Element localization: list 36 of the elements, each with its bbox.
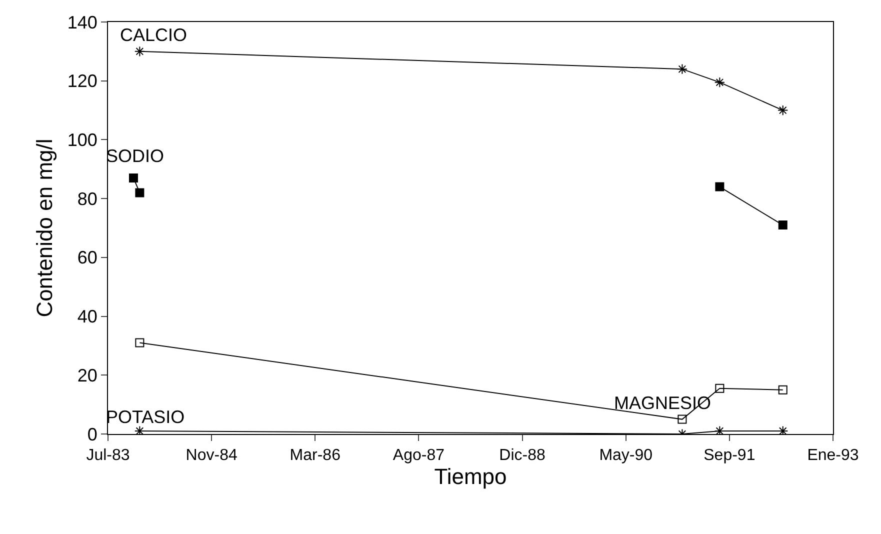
point: [134, 426, 145, 434]
y-tick-label: 40: [77, 306, 98, 327]
x-tick-label: Sep-91: [704, 447, 756, 464]
series-label: SODIO: [106, 146, 164, 166]
point: [714, 426, 725, 434]
x-axis-title: Tiempo: [434, 464, 507, 490]
point: [134, 46, 145, 57]
point: [135, 338, 144, 348]
x-tick-label: Ago-87: [392, 447, 445, 464]
y-tick-label: 120: [67, 71, 98, 92]
point: [676, 64, 688, 74]
point: [714, 77, 725, 88]
x-tick-label: Jul-83: [86, 447, 130, 464]
point: [778, 426, 788, 434]
x-tick-label: Ene-93: [807, 447, 859, 464]
series-label: CALCIO: [120, 25, 188, 45]
y-tick-label: 140: [67, 12, 98, 32]
x-tick-label: Mar-86: [290, 447, 341, 464]
x-tick-label: May-90: [599, 447, 653, 464]
point: [778, 385, 788, 394]
point: [135, 188, 144, 198]
x-tick-label: Dic-88: [499, 447, 546, 464]
series-label: POTASIO: [106, 407, 185, 427]
y-tick-label: 20: [77, 365, 98, 386]
y-axis-title: Contenido en mg/l: [32, 138, 58, 318]
y-tick-label: 100: [67, 130, 98, 150]
y-tick-label: 80: [77, 188, 98, 209]
point: [778, 220, 788, 230]
point: [128, 173, 138, 182]
point: [678, 414, 687, 424]
x-tick-label: Nov-84: [186, 447, 238, 464]
y-tick-label: 60: [77, 248, 98, 268]
point: [778, 104, 788, 116]
y-tick-label: 0: [87, 424, 98, 444]
point: [715, 182, 724, 192]
point: [715, 384, 724, 393]
